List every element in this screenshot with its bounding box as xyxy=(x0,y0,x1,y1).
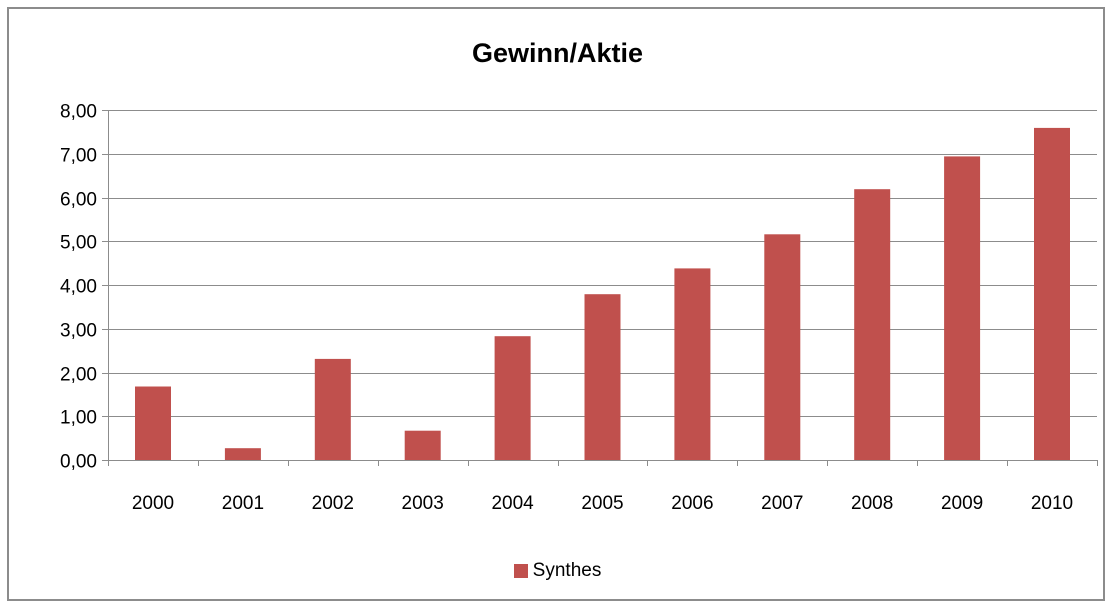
bar-2005 xyxy=(584,294,621,460)
y-tick-label: 0,00 xyxy=(60,452,97,473)
chart-frame xyxy=(7,7,1105,601)
y-tick-label: 6,00 xyxy=(60,190,97,211)
bar-2003 xyxy=(404,430,441,460)
bar-2001 xyxy=(224,448,261,460)
x-tick-label: 2003 xyxy=(402,493,444,514)
bar-2007 xyxy=(764,234,801,461)
chart-title: Gewinn/Aktie xyxy=(471,38,644,68)
y-tick-label: 7,00 xyxy=(60,146,97,167)
y-tick-labels: 0,00 1,00 2,00 3,00 4,00 5,00 6,00 7,00 8,00 xyxy=(60,102,97,473)
bar-2004 xyxy=(494,336,531,460)
y-tick-label: 5,00 xyxy=(60,233,97,254)
legend-swatch-synthes xyxy=(513,564,528,578)
x-tick-label: 2007 xyxy=(761,493,803,514)
x-tick-label: 2008 xyxy=(851,493,893,514)
x-tick-label: 2002 xyxy=(312,493,354,514)
x-tick-labels: 2000 2001 2002 2003 2004 2005 2006 2007 2008 2009… xyxy=(132,493,1073,514)
x-tick-label: 2006 xyxy=(671,493,713,514)
x-tick-label: 2001 xyxy=(222,493,264,514)
y-tick-label: 8,00 xyxy=(60,102,97,123)
legend-label-synthes: Synthes xyxy=(532,560,602,581)
axes xyxy=(102,110,1098,466)
bar-2008 xyxy=(854,189,891,460)
bar-2010 xyxy=(1034,127,1070,461)
bars xyxy=(135,127,1070,461)
y-tick-label: 3,00 xyxy=(60,321,97,342)
x-tick-label: 2004 xyxy=(491,493,534,514)
bar-2009 xyxy=(944,156,981,460)
legend: Synthes xyxy=(0,560,1115,582)
x-tick-label: 2005 xyxy=(581,493,623,514)
y-tick-label: 4,00 xyxy=(60,277,97,298)
x-tick-label: 2009 xyxy=(941,493,983,514)
bar-2002 xyxy=(314,358,351,460)
y-tick-label: 1,00 xyxy=(60,408,97,429)
x-tick-label: 2010 xyxy=(1031,493,1073,514)
x-tick-label: 2000 xyxy=(132,493,174,514)
bar-2000 xyxy=(135,386,171,460)
bar-2006 xyxy=(674,268,711,460)
y-tick-label: 2,00 xyxy=(60,365,97,386)
